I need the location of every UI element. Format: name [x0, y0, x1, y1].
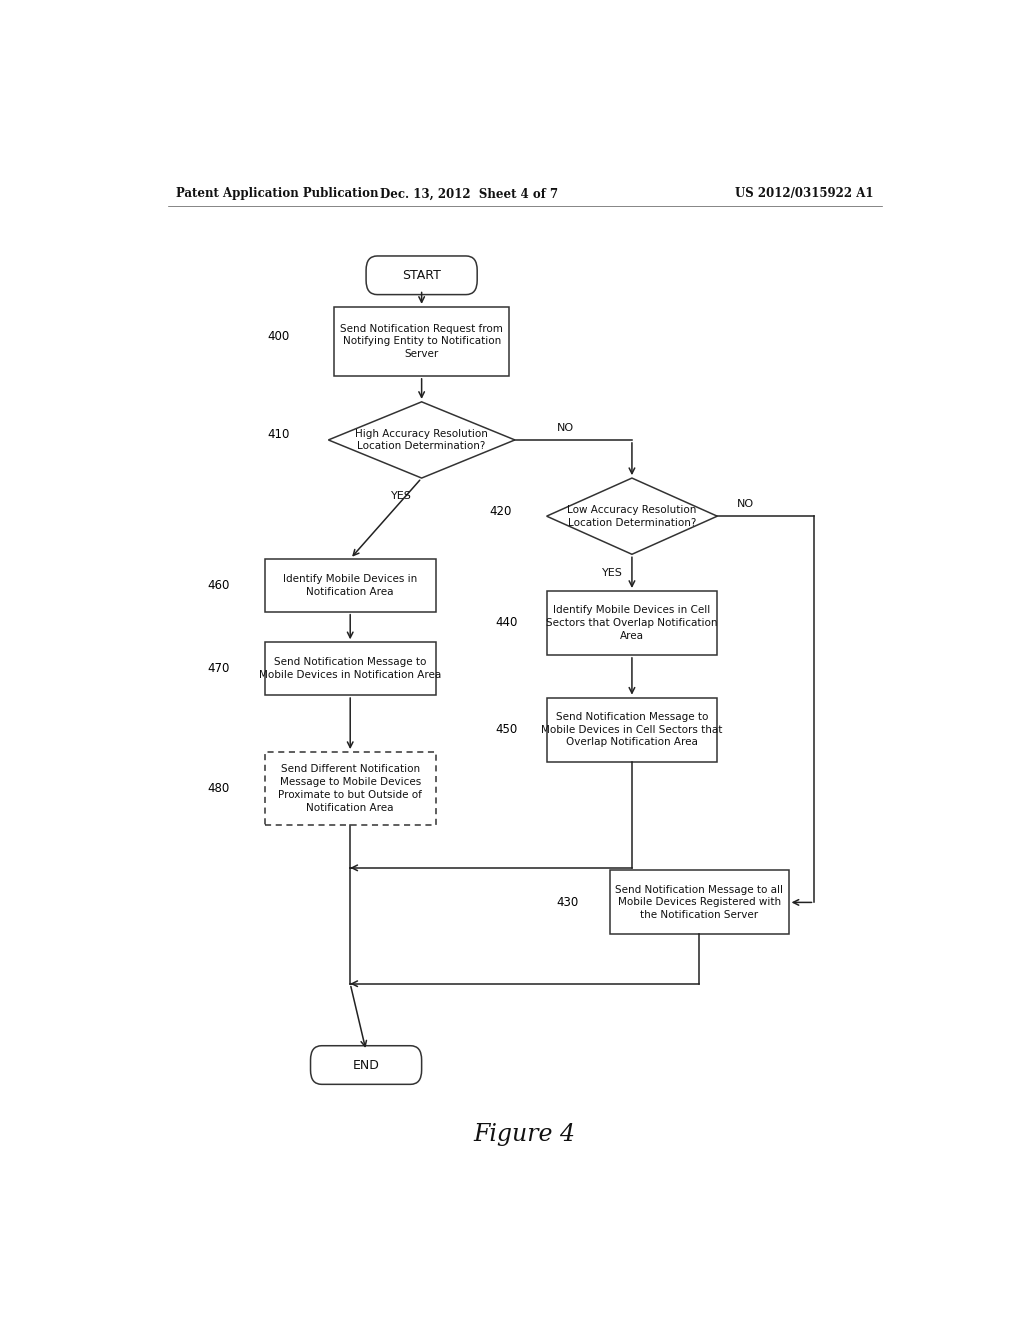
Text: YES: YES — [602, 568, 623, 578]
Text: Dec. 13, 2012  Sheet 4 of 7: Dec. 13, 2012 Sheet 4 of 7 — [380, 187, 558, 201]
Polygon shape — [547, 478, 717, 554]
Text: Send Different Notification
Message to Mobile Devices
Proximate to but Outside o: Send Different Notification Message to M… — [279, 764, 422, 813]
Text: Identify Mobile Devices in Cell
Sectors that Overlap Notification
Area: Identify Mobile Devices in Cell Sectors … — [546, 605, 718, 640]
Bar — [265, 643, 435, 696]
Text: US 2012/0315922 A1: US 2012/0315922 A1 — [735, 187, 873, 201]
Text: Patent Application Publication: Patent Application Publication — [176, 187, 378, 201]
Text: High Accuracy Resolution
Location Determination?: High Accuracy Resolution Location Determ… — [355, 429, 488, 451]
Text: YES: YES — [391, 491, 413, 502]
Bar — [547, 697, 717, 762]
Text: 470: 470 — [207, 663, 229, 675]
Text: 430: 430 — [557, 896, 579, 909]
FancyBboxPatch shape — [310, 1045, 422, 1084]
Text: Send Notification Request from
Notifying Entity to Notification
Server: Send Notification Request from Notifying… — [340, 323, 503, 359]
Text: END: END — [352, 1059, 380, 1072]
Text: Figure 4: Figure 4 — [474, 1122, 575, 1146]
Text: NO: NO — [736, 499, 754, 510]
Bar — [334, 306, 509, 376]
Text: NO: NO — [557, 422, 574, 433]
Text: Send Notification Message to
Mobile Devices in Notification Area: Send Notification Message to Mobile Devi… — [259, 657, 441, 680]
Text: 450: 450 — [496, 723, 518, 737]
Bar — [265, 752, 435, 825]
Bar — [265, 558, 435, 611]
Bar — [547, 591, 717, 655]
Text: Send Notification Message to all
Mobile Devices Registered with
the Notification: Send Notification Message to all Mobile … — [615, 884, 783, 920]
Bar — [610, 870, 788, 935]
Text: 400: 400 — [267, 330, 289, 343]
Text: 480: 480 — [207, 781, 229, 795]
Polygon shape — [329, 401, 515, 478]
Text: 410: 410 — [267, 429, 289, 441]
Text: Low Accuracy Resolution
Location Determination?: Low Accuracy Resolution Location Determi… — [567, 504, 696, 528]
FancyBboxPatch shape — [367, 256, 477, 294]
Text: Identify Mobile Devices in
Notification Area: Identify Mobile Devices in Notification … — [283, 574, 418, 597]
Text: START: START — [402, 269, 441, 281]
Text: 440: 440 — [496, 616, 518, 630]
Text: 420: 420 — [489, 504, 511, 517]
Text: 460: 460 — [207, 578, 229, 591]
Text: Send Notification Message to
Mobile Devices in Cell Sectors that
Overlap Notific: Send Notification Message to Mobile Devi… — [542, 711, 723, 747]
